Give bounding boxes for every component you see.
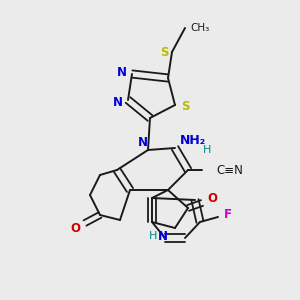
Text: O: O (207, 191, 217, 205)
Text: C≡N: C≡N (216, 164, 243, 176)
Text: N: N (113, 95, 123, 109)
Text: S: S (181, 100, 189, 113)
Text: N: N (158, 230, 168, 242)
Text: N: N (117, 65, 127, 79)
Text: H: H (203, 145, 211, 155)
Text: H: H (149, 231, 157, 241)
Text: CH₃: CH₃ (190, 23, 209, 33)
Text: S: S (160, 46, 168, 59)
Text: O: O (70, 221, 80, 235)
Text: N: N (138, 136, 148, 149)
Text: NH₂: NH₂ (180, 134, 206, 146)
Text: F: F (224, 208, 232, 220)
